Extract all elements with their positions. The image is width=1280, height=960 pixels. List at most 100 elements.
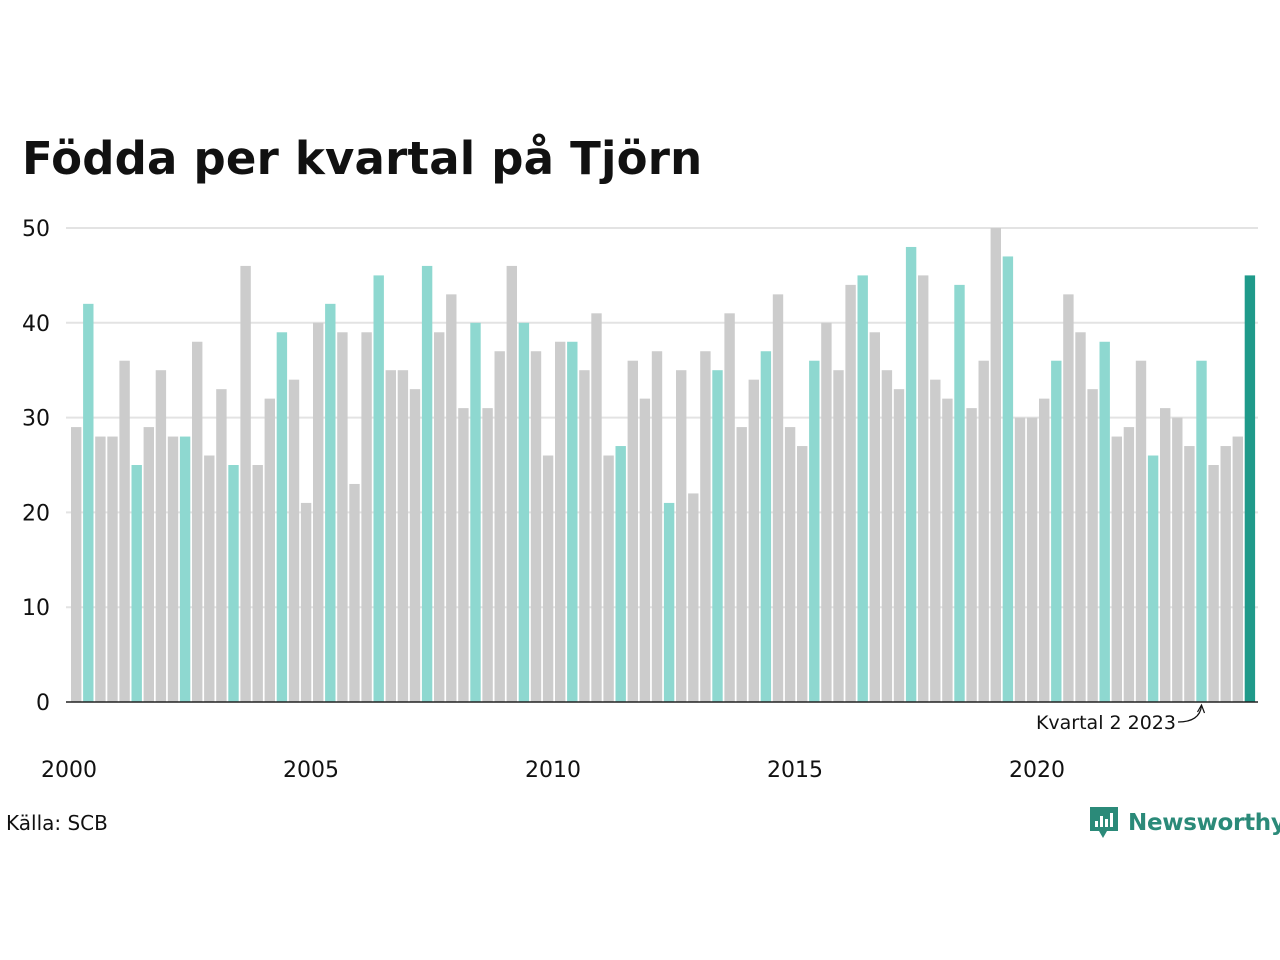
bar xyxy=(615,446,626,702)
bar xyxy=(1014,417,1026,702)
bar xyxy=(95,436,106,702)
bar xyxy=(712,370,723,702)
bar xyxy=(1002,256,1014,702)
y-tick-label: 30 xyxy=(22,407,50,432)
bar xyxy=(603,455,614,702)
bar xyxy=(688,493,699,702)
bar xyxy=(361,332,372,702)
bar xyxy=(83,303,94,702)
bar xyxy=(107,436,118,702)
bar xyxy=(470,322,481,702)
bar xyxy=(736,427,747,702)
bar xyxy=(143,427,154,702)
bar xyxy=(893,389,905,702)
bar xyxy=(313,322,324,702)
bar xyxy=(1063,294,1074,702)
bar xyxy=(264,398,275,702)
bar xyxy=(760,351,772,702)
bar xyxy=(1135,360,1147,702)
bar xyxy=(627,360,638,702)
bar xyxy=(809,360,820,702)
bar xyxy=(639,398,651,702)
brand-name: Newsworthy xyxy=(1128,810,1280,836)
bar xyxy=(1208,465,1219,702)
x-tick-label: 2020 xyxy=(1009,758,1065,783)
bar xyxy=(179,436,191,702)
annotation: Kvartal 2 2023 xyxy=(1036,703,1206,734)
bar xyxy=(797,446,808,702)
x-tick-label: 2005 xyxy=(283,758,339,783)
bar xyxy=(167,436,179,702)
bar xyxy=(881,370,893,702)
y-axis-labels: 0 10 20 30 40 50 xyxy=(22,217,50,716)
bar xyxy=(240,265,251,702)
bar xyxy=(869,332,880,702)
bar xyxy=(349,483,360,702)
bar xyxy=(288,379,300,702)
bar xyxy=(821,322,832,702)
bar xyxy=(325,303,336,702)
bar xyxy=(978,360,989,702)
bar xyxy=(397,370,409,702)
bar xyxy=(421,265,433,702)
y-tick-label: 10 xyxy=(22,596,50,621)
bar xyxy=(458,408,469,702)
bar xyxy=(494,351,505,702)
bar xyxy=(373,275,384,702)
bar xyxy=(409,389,421,702)
bar xyxy=(845,284,856,702)
annotation-arrowhead xyxy=(1196,703,1206,714)
bar xyxy=(276,332,288,702)
bar xyxy=(857,275,868,702)
bar xyxy=(833,370,844,702)
bar xyxy=(1196,360,1207,702)
bar xyxy=(772,294,784,702)
brand-logo: Newsworthy xyxy=(1088,805,1280,841)
bar xyxy=(446,294,457,702)
bar xyxy=(228,465,239,702)
y-tick-label: 0 xyxy=(36,691,50,716)
bar xyxy=(930,379,941,702)
bar xyxy=(942,398,953,702)
bar xyxy=(700,351,711,702)
bar xyxy=(530,351,542,702)
bar xyxy=(204,455,215,702)
bar xyxy=(1220,446,1231,702)
newsworthy-icon xyxy=(1090,807,1118,838)
bar xyxy=(990,228,1001,702)
bar xyxy=(1099,341,1110,702)
bar xyxy=(567,341,578,702)
bar xyxy=(1075,332,1086,702)
bar xyxy=(591,313,602,702)
bar xyxy=(1244,275,1256,702)
bar xyxy=(1051,360,1062,702)
bar xyxy=(337,332,348,702)
bar xyxy=(954,284,965,702)
bar xyxy=(676,370,687,702)
bar xyxy=(555,341,566,702)
bar xyxy=(300,502,312,702)
bar xyxy=(1147,455,1159,702)
bar xyxy=(663,502,675,702)
x-tick-label: 2010 xyxy=(525,758,581,783)
annotation-label: Kvartal 2 2023 xyxy=(1036,712,1176,734)
bar xyxy=(119,360,130,702)
bar xyxy=(216,389,227,702)
bar xyxy=(252,465,263,702)
annotation-arrow xyxy=(1177,705,1203,723)
bar xyxy=(1123,427,1135,702)
bar xyxy=(918,275,929,702)
bar xyxy=(1039,398,1050,702)
bar xyxy=(1111,436,1122,702)
bar xyxy=(131,465,142,702)
bar xyxy=(155,370,167,702)
bar xyxy=(1026,417,1038,702)
bar xyxy=(905,246,917,702)
y-tick-label: 20 xyxy=(22,501,50,526)
bar xyxy=(71,427,82,702)
bar xyxy=(506,265,517,702)
x-tick-label: 2000 xyxy=(41,758,97,783)
bar xyxy=(579,370,590,702)
bar xyxy=(748,379,759,702)
bar xyxy=(1232,436,1243,702)
